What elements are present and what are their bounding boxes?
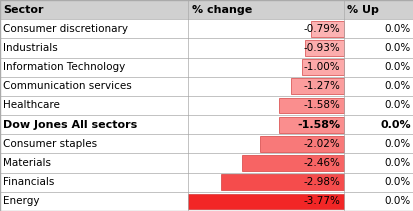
Text: Information Technology: Information Technology: [3, 62, 125, 72]
Bar: [0, 192, 413, 211]
Bar: [0, 115, 413, 134]
Text: 0.0%: 0.0%: [384, 196, 410, 206]
Bar: [188, 193, 343, 209]
Text: -1.00%: -1.00%: [303, 62, 339, 72]
Bar: [242, 155, 343, 171]
Bar: [304, 40, 343, 56]
Text: Communication services: Communication services: [3, 81, 132, 91]
Text: 0.0%: 0.0%: [384, 81, 410, 91]
Text: Consumer discretionary: Consumer discretionary: [3, 24, 128, 34]
Text: -1.27%: -1.27%: [303, 81, 339, 91]
Bar: [0, 153, 413, 173]
Bar: [302, 59, 343, 75]
Text: 0.0%: 0.0%: [384, 100, 410, 111]
Text: 0.0%: 0.0%: [384, 62, 410, 72]
Text: 0.0%: 0.0%: [384, 139, 410, 149]
Bar: [278, 98, 343, 113]
Text: % Up: % Up: [346, 5, 378, 15]
Text: Consumer staples: Consumer staples: [3, 139, 97, 149]
Text: Energy: Energy: [3, 196, 40, 206]
Text: Sector: Sector: [3, 5, 44, 15]
Bar: [0, 96, 413, 115]
Text: Financials: Financials: [3, 177, 55, 187]
Text: -1.58%: -1.58%: [303, 100, 339, 111]
Text: 0.0%: 0.0%: [384, 177, 410, 187]
Bar: [291, 78, 343, 94]
Text: -0.93%: -0.93%: [303, 43, 339, 53]
Bar: [260, 136, 343, 152]
Text: 0.0%: 0.0%: [379, 120, 410, 130]
Text: 0.0%: 0.0%: [384, 158, 410, 168]
Text: -3.77%: -3.77%: [303, 196, 339, 206]
Bar: [0, 173, 413, 192]
Text: Industrials: Industrials: [3, 43, 58, 53]
Bar: [0, 58, 413, 77]
Bar: [221, 174, 343, 190]
Bar: [278, 117, 343, 133]
Bar: [310, 21, 343, 37]
Text: 0.0%: 0.0%: [384, 24, 410, 34]
Bar: [0, 38, 413, 58]
Text: Dow Jones All sectors: Dow Jones All sectors: [3, 120, 137, 130]
Text: -0.79%: -0.79%: [303, 24, 339, 34]
Text: -1.58%: -1.58%: [297, 120, 339, 130]
Text: % change: % change: [191, 5, 252, 15]
Bar: [0, 0, 413, 19]
Bar: [0, 19, 413, 38]
Text: 0.0%: 0.0%: [384, 43, 410, 53]
Text: -2.02%: -2.02%: [303, 139, 339, 149]
Bar: [0, 134, 413, 153]
Bar: [0, 77, 413, 96]
Text: -2.46%: -2.46%: [303, 158, 339, 168]
Text: Healthcare: Healthcare: [3, 100, 60, 111]
Text: Materials: Materials: [3, 158, 51, 168]
Text: -2.98%: -2.98%: [303, 177, 339, 187]
